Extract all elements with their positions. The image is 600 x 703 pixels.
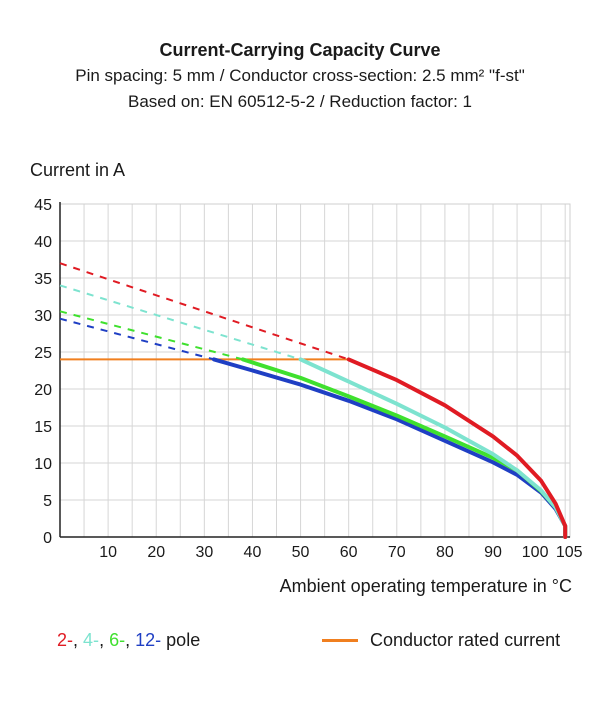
x-tick-label: 105 [556,544,583,561]
y-tick-label: 15 [34,419,52,436]
rated-current-swatch [322,639,358,642]
x-tick-label: 10 [99,544,117,561]
chart-title: Current-Carrying Capacity Curve [159,40,441,60]
y-axis-label: Current in A [30,160,126,180]
series-2-pole-dashed [59,262,350,361]
x-tick-label: 70 [388,544,406,561]
series-12-pole-solid [212,357,568,539]
legend-separator: , [99,630,105,650]
x-tick-label: 20 [147,544,165,561]
tick-labels: 0 5 10 15 20 25 30 35 40 45 10 20 30 40 50 60 70 80 90 100 1… [34,197,582,561]
series-12-pole-dashed [59,317,215,361]
y-tick-label: 5 [43,493,52,510]
chart-subtitle-1: Pin spacing: 5 mm / Conductor cross-sect… [75,66,525,85]
x-tick-label: 100 [522,544,549,561]
legend-item-6-pole: 6- [109,630,126,650]
series-4-pole-solid [298,357,568,539]
legend-pole-suffix: pole [166,630,201,650]
series-6-pole-dashed [59,310,244,361]
chart-subtitle-2: Based on: EN 60512-5-2 / Reduction facto… [128,92,472,111]
y-tick-label: 45 [34,197,52,214]
grid [59,203,571,538]
x-tick-label: 30 [195,544,213,561]
x-tick-label: 60 [340,544,358,561]
y-tick-label: 35 [34,271,52,288]
x-tick-label: 50 [292,544,310,561]
y-tick-label: 20 [34,382,52,399]
y-tick-label: 0 [43,530,52,547]
legend-separator: , [73,630,79,650]
y-tick-label: 10 [34,456,52,473]
legend-item-4-pole: 4- [83,630,100,650]
axes [59,202,570,538]
legend-separator: , [125,630,131,650]
y-tick-label: 30 [34,308,52,325]
legend-item-2-pole: 2- [57,630,74,650]
legend-rated-current: Conductor rated current [322,630,560,651]
y-tick-label: 25 [34,345,52,362]
series-layer [59,262,568,539]
x-axis-label: Ambient operating temperature in °C [279,576,572,596]
x-tick-label: 90 [484,544,502,561]
legend-rated-label: Conductor rated current [370,630,561,650]
y-tick-label: 40 [34,234,52,251]
legend-poles: 2-, 4-, 6-, 12- pole [57,630,200,651]
x-tick-label: 80 [436,544,454,561]
series-2-pole-solid [346,357,568,539]
x-tick-label: 40 [244,544,262,561]
legend-item-12-pole: 12- [135,630,162,650]
